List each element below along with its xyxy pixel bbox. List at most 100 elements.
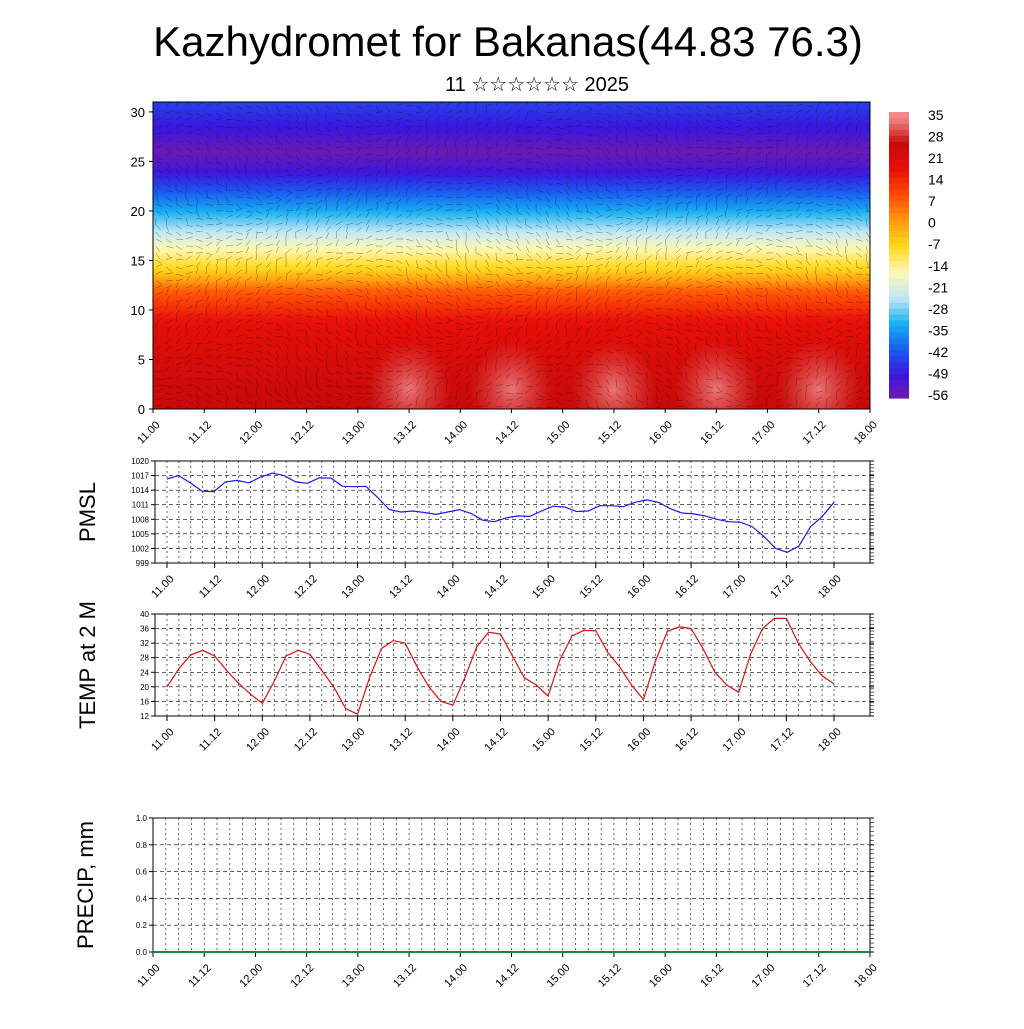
x-tick-label: 13.12 (391, 962, 419, 990)
y-tick-label: 12 (140, 712, 149, 721)
x-tick-label: 17.00 (721, 726, 749, 754)
colorbar-swatch (889, 392, 909, 399)
y-tick-label: 40 (140, 610, 149, 619)
x-tick-label: 18.00 (816, 573, 844, 601)
colorbar-swatch (889, 273, 909, 280)
x-tick-label: 14.00 (442, 419, 470, 447)
x-tick-label: 17.12 (768, 573, 796, 601)
x-tick-label: 11.12 (186, 419, 213, 446)
y-tick-label: 16 (140, 697, 149, 706)
y-tick-label: 25 (131, 154, 145, 169)
colorbar-swatch (889, 344, 909, 351)
x-tick-label: 15.12 (596, 419, 624, 447)
colorbar-swatch (889, 195, 909, 202)
y-tick-label: 1017 (131, 472, 149, 481)
y-axis-title: TEMP at 2 M (75, 601, 100, 729)
page-subtitle: 11 ☆☆☆☆☆☆ 2025 (445, 74, 629, 96)
x-tick-label: 11.00 (135, 419, 162, 446)
x-tick-label: 17.00 (721, 573, 749, 601)
x-tick-label: 13.00 (339, 573, 367, 601)
colorbar-swatch (889, 112, 909, 119)
colorbar-swatch (889, 213, 909, 220)
colorbar-label: -42 (928, 344, 948, 360)
y-tick-label: 28 (140, 654, 149, 663)
colorbar-swatch (889, 201, 909, 208)
colorbar-swatch (889, 321, 909, 328)
x-tick-label: 12.12 (289, 962, 317, 990)
x-tick-label: 11.12 (197, 573, 224, 600)
x-tick-label: 14.00 (442, 962, 470, 990)
y-tick-label: 999 (136, 559, 150, 568)
x-tick-label: 12.00 (237, 962, 265, 990)
colorbar-label: 7 (928, 193, 936, 209)
y-axis-title: PRECIP, mm (73, 821, 98, 949)
page-title: Kazhydromet for Bakanas(44.83 76.3) (153, 18, 863, 65)
colorbar-swatch (889, 380, 909, 387)
y-tick-label: 32 (140, 639, 149, 648)
x-tick-label: 14.00 (435, 573, 463, 601)
x-tick-label: 15.00 (545, 419, 573, 447)
colorbar-swatch (889, 243, 909, 250)
y-tick-label: 5 (138, 352, 145, 367)
colorbar-swatch (889, 350, 909, 357)
x-tick-label: 16.12 (673, 726, 701, 754)
y-tick-label: 36 (140, 625, 149, 634)
colorbar-swatch (889, 315, 909, 322)
x-tick-label: 11.00 (149, 573, 176, 600)
colorbar-label: -56 (928, 387, 948, 403)
x-tick-label: 13.12 (387, 726, 415, 754)
y-tick-label: 10 (131, 303, 145, 318)
x-tick-label: 13.00 (340, 962, 368, 990)
x-tick-label: 12.12 (292, 573, 320, 601)
x-tick-label: 12.00 (244, 573, 272, 601)
colorbar-label: -21 (928, 279, 948, 295)
x-tick-label: 17.00 (749, 962, 777, 990)
colorbar-swatch (889, 356, 909, 363)
y-tick-label: 20 (140, 683, 149, 692)
colorbar-swatch (889, 178, 909, 185)
x-tick-label: 14.00 (435, 726, 463, 754)
colorbar-swatch (889, 368, 909, 375)
x-tick-label: 16.12 (698, 962, 726, 990)
colorbar-swatch (889, 285, 909, 292)
colorbar-swatch (889, 338, 909, 345)
x-tick-label: 16.00 (625, 726, 653, 754)
y-tick-label: 0.4 (136, 894, 148, 903)
y-tick-label: 0.0 (136, 948, 148, 957)
colorbar-swatch (889, 249, 909, 256)
x-tick-label: 18.00 (852, 419, 880, 447)
colorbar-swatch (889, 118, 909, 125)
colorbar-swatch (889, 237, 909, 244)
colorbar-swatch (889, 231, 909, 238)
y-tick-label: 20 (131, 204, 145, 219)
x-tick-label: 12.12 (289, 419, 317, 447)
y-tick-label: 1020 (131, 457, 149, 466)
x-tick-label: 14.12 (493, 962, 521, 990)
y-axis-title: PMSL (75, 482, 100, 542)
x-tick-label: 12.00 (237, 419, 265, 447)
colorbar-swatch (889, 160, 909, 167)
colorbar-label: -7 (928, 236, 941, 252)
colorbar-label: -28 (928, 301, 948, 317)
y-tick-label: 24 (140, 668, 149, 677)
y-tick-label: 1002 (131, 544, 149, 553)
x-tick-label: 17.12 (801, 962, 829, 990)
colorbar-swatch (889, 130, 909, 137)
colorbar-swatch (889, 362, 909, 369)
colorbar-swatch (889, 386, 909, 393)
colorbar-label: -14 (928, 258, 948, 274)
colorbar-swatch (889, 327, 909, 334)
colorbar-swatch (889, 148, 909, 155)
x-tick-label: 13.00 (340, 419, 368, 447)
x-tick-label: 17.12 (768, 726, 796, 754)
colorbar-swatch (889, 207, 909, 214)
x-tick-label: 17.00 (749, 419, 777, 447)
colorbar-swatch (889, 219, 909, 226)
x-tick-label: 11.12 (197, 726, 224, 753)
y-tick-label: 30 (131, 105, 145, 120)
colorbar-swatch (889, 309, 909, 316)
colorbar-swatch (889, 374, 909, 381)
